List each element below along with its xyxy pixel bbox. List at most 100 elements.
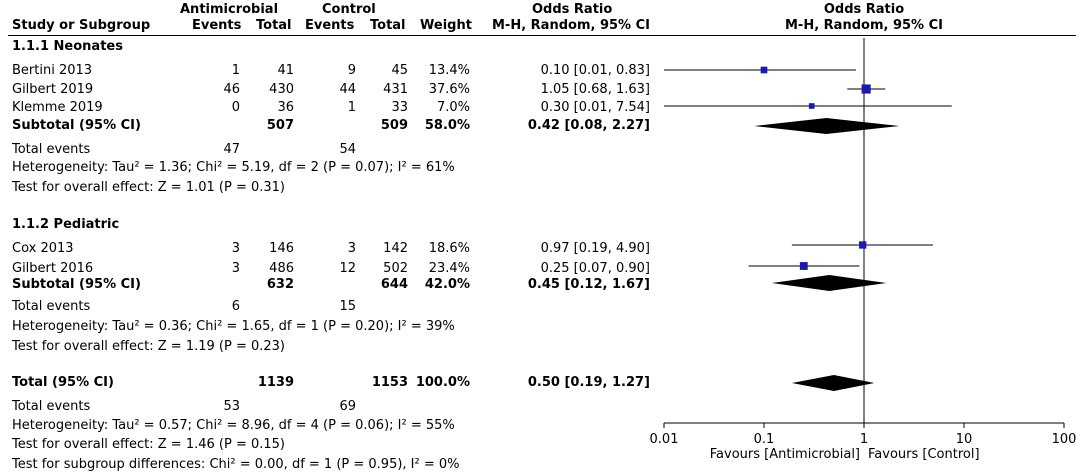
subtotal-label: Subtotal (95% CI) <box>12 118 141 133</box>
total-antimicrobial: 1139 <box>257 375 294 390</box>
study-name: Bertini 2013 <box>12 63 93 78</box>
events-control: 12 <box>339 261 356 276</box>
subtotal-total-antimicrobial: 632 <box>266 277 294 292</box>
weight-value: 18.6% <box>428 241 470 256</box>
study-point-estimate <box>859 241 867 249</box>
header-plot-title: Odds Ratio <box>823 2 905 17</box>
heterogeneity-text: Heterogeneity: Tau² = 1.36; Chi² = 5.19,… <box>12 160 455 175</box>
total-control: 45 <box>391 63 408 78</box>
pooled-estimate-diamond <box>754 118 900 134</box>
header-total-1: Total <box>256 18 292 33</box>
total-events-label: Total events <box>12 142 91 157</box>
events-antimicrobial: 0 <box>231 100 240 115</box>
total-label: Total (95% CI) <box>12 375 114 390</box>
study-point-estimate <box>760 66 768 74</box>
total-events-antimicrobial: 6 <box>231 299 240 314</box>
or-ci-value: 0.25 [0.07, 0.90] <box>540 261 650 276</box>
total-ci: 0.50 [0.19, 1.27] <box>527 375 650 390</box>
events-antimicrobial: 1 <box>231 63 240 78</box>
or-ci-value: 0.10 [0.01, 0.83] <box>540 63 650 78</box>
study-point-estimate <box>861 84 871 94</box>
total-events-control: 69 <box>339 399 356 414</box>
weight-value: 7.0% <box>436 100 470 115</box>
subgroup-difference-text: Test for subgroup differences: Chi² = 0.… <box>12 457 460 472</box>
total-events-antimicrobial: 53 <box>223 399 240 414</box>
x-tick-label: 0.1 <box>754 432 775 447</box>
total-antimicrobial: 41 <box>277 63 294 78</box>
total-antimicrobial: 36 <box>277 100 294 115</box>
events-control: 9 <box>347 63 356 78</box>
events-control: 44 <box>339 82 356 97</box>
weight-value: 13.4% <box>428 63 470 78</box>
x-tick-label: 1 <box>860 432 868 447</box>
x-tick-label: 0.01 <box>650 432 679 447</box>
study-markers <box>664 66 952 270</box>
study-point-estimate <box>808 103 815 109</box>
group-title: 1.1.2 Pediatric <box>12 217 120 232</box>
study-point-estimate <box>799 262 808 270</box>
or-ci-value: 0.97 [0.19, 4.90] <box>540 241 650 256</box>
favours-left-label: Favours [Antimicrobial] <box>710 447 860 462</box>
weight-value: 23.4% <box>428 261 470 276</box>
overall-effect-text: Test for overall effect: Z = 1.01 (P = 0… <box>12 180 285 195</box>
subtotal-weight: 42.0% <box>424 277 470 292</box>
subtotal-label: Subtotal (95% CI) <box>12 277 141 292</box>
overall-effect-text: Test for overall effect: Z = 1.46 (P = 0… <box>12 437 285 452</box>
header-total-2: Total <box>370 18 406 33</box>
total-antimicrobial: 430 <box>269 82 294 97</box>
events-antimicrobial: 3 <box>231 261 240 276</box>
header-control: Control <box>322 2 376 17</box>
subtotal-total-antimicrobial: 507 <box>266 118 294 133</box>
study-name: Gilbert 2016 <box>12 261 94 276</box>
header-antimicrobial: Antimicrobial <box>180 2 279 17</box>
total-antimicrobial: 486 <box>269 261 294 276</box>
total-control: 142 <box>383 241 408 256</box>
total-control: 431 <box>383 82 408 97</box>
total-events-control: 54 <box>339 142 356 157</box>
heterogeneity-text: Heterogeneity: Tau² = 0.36; Chi² = 1.65,… <box>12 319 455 334</box>
total-control: 1153 <box>371 375 408 390</box>
header-divider <box>8 35 1076 36</box>
header-study: Study or Subgroup <box>12 18 151 33</box>
events-control: 3 <box>347 241 356 256</box>
subtotal-ci: 0.45 [0.12, 1.67] <box>527 277 650 292</box>
pooled-diamonds <box>754 118 900 391</box>
header-events-1: Events <box>192 18 242 33</box>
x-tick-label: 100 <box>1052 432 1077 447</box>
subtotal-total-control: 644 <box>380 277 408 292</box>
total-events-control: 15 <box>339 299 356 314</box>
header-weight: Weight <box>420 18 472 33</box>
study-name: Gilbert 2019 <box>12 82 94 97</box>
total-events-antimicrobial: 47 <box>223 142 240 157</box>
study-name: Klemme 2019 <box>12 100 103 115</box>
total-control: 502 <box>383 261 408 276</box>
pooled-estimate-diamond <box>791 375 875 391</box>
favours-right-label: Favours [Control] <box>868 447 980 462</box>
weight-value: 37.6% <box>428 82 470 97</box>
study-name: Cox 2013 <box>12 241 74 256</box>
subtotal-total-control: 509 <box>380 118 408 133</box>
pooled-estimate-diamond <box>771 275 887 291</box>
heterogeneity-text: Heterogeneity: Tau² = 0.57; Chi² = 8.96,… <box>12 418 455 433</box>
total-events-label: Total events <box>12 399 91 414</box>
total-events-label: Total events <box>12 299 91 314</box>
header-or-title: Odds Ratio <box>532 2 613 17</box>
header-events-2: Events <box>305 18 355 33</box>
subtotal-weight: 58.0% <box>424 118 470 133</box>
total-control: 33 <box>391 100 408 115</box>
subtotal-ci: 0.42 [0.08, 2.27] <box>527 118 650 133</box>
or-ci-value: 1.05 [0.68, 1.63] <box>540 82 650 97</box>
total-antimicrobial: 146 <box>269 241 294 256</box>
x-axis-ticks: 0.01 0.1 1 10 100 <box>650 423 1077 447</box>
or-ci-value: 0.30 [0.01, 7.54] <box>540 100 650 115</box>
header-plot-method: M-H, Random, 95% CI <box>785 18 943 33</box>
events-control: 1 <box>347 100 356 115</box>
overall-effect-text: Test for overall effect: Z = 1.19 (P = 0… <box>12 339 285 354</box>
header-or-method: M-H, Random, 95% CI <box>492 18 650 33</box>
events-antimicrobial: 46 <box>223 82 240 97</box>
total-weight: 100.0% <box>415 375 470 390</box>
x-tick-label: 10 <box>956 432 973 447</box>
events-antimicrobial: 3 <box>231 241 240 256</box>
group-title: 1.1.1 Neonates <box>12 39 123 54</box>
